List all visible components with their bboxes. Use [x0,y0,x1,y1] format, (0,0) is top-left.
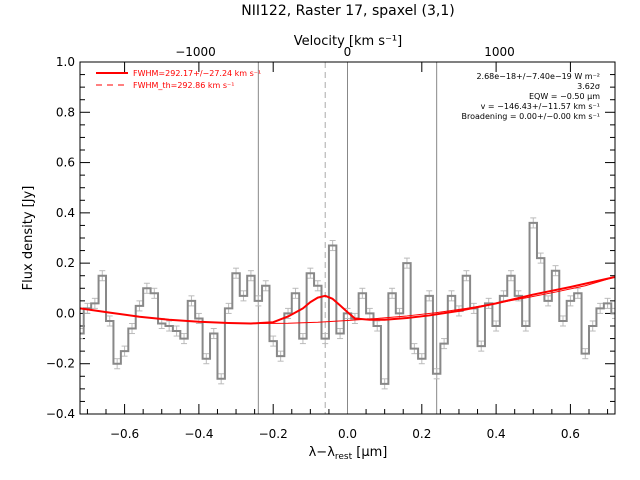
x-tick-label: 0.4 [487,427,506,441]
top-x-tick-label: 1000 [484,45,515,59]
y-tick-label: 0.8 [56,105,75,119]
annotation-text: 3.62σ [577,82,600,91]
chart-title: NII122, Raster 17, spaxel (3,1) [241,3,454,19]
x-tick-label: −0.6 [110,427,139,441]
x-tick-label: −0.4 [184,427,213,441]
x-tick-label: −0.2 [259,427,288,441]
plot-frame [79,61,616,415]
continuum-line [80,276,615,324]
annotation-text: v = −146.43+/−11.57 km s⁻¹ [481,102,600,111]
annotation-text: EQW = −0.50 μm [529,92,600,101]
y-tick-label: 0.0 [56,306,75,320]
x-tick-label: 0.2 [412,427,431,441]
x-tick-label: 0.0 [338,427,357,441]
annotation-text: Broadening = 0.00+/−0.00 km s⁻¹ [462,112,600,121]
y-tick-label: 0.4 [56,206,75,220]
y-tick-label: 0.6 [56,156,75,170]
annotation-text: 2.68e−18+/−7.40e−19 W m⁻² [476,72,600,81]
legend-label: FWHM_th=292.86 km s⁻¹ [133,81,234,90]
y-tick-label: 1.0 [56,55,75,69]
top-x-tick-label: 0 [344,45,352,59]
top-x-tick-label: −1000 [175,45,216,59]
x-axis-label: λ−λrest [μm] [309,445,388,462]
y-tick-label: −0.2 [46,357,75,371]
y-tick-label: 0.2 [56,256,75,270]
x-tick-label: 0.6 [561,427,580,441]
top-axis-label: Velocity [km s⁻¹] [294,34,402,49]
legend-label: FWHM=292.17+/−27.24 km s⁻¹ [133,69,261,78]
y-axis-label: Flux density [Jy] [21,186,36,291]
y-tick-label: −0.4 [46,407,75,421]
